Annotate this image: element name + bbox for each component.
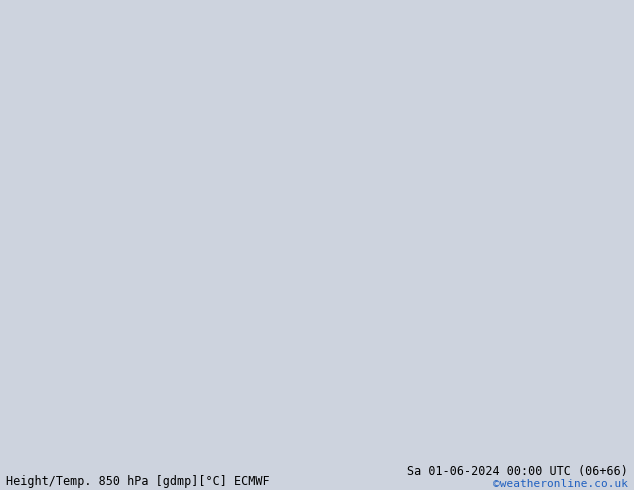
Text: Sa 01-06-2024 00:00 UTC (06+66): Sa 01-06-2024 00:00 UTC (06+66) [407, 465, 628, 478]
Text: Height/Temp. 850 hPa [gdmp][°C] ECMWF: Height/Temp. 850 hPa [gdmp][°C] ECMWF [6, 474, 270, 488]
Text: ©weatheronline.co.uk: ©weatheronline.co.uk [493, 479, 628, 489]
